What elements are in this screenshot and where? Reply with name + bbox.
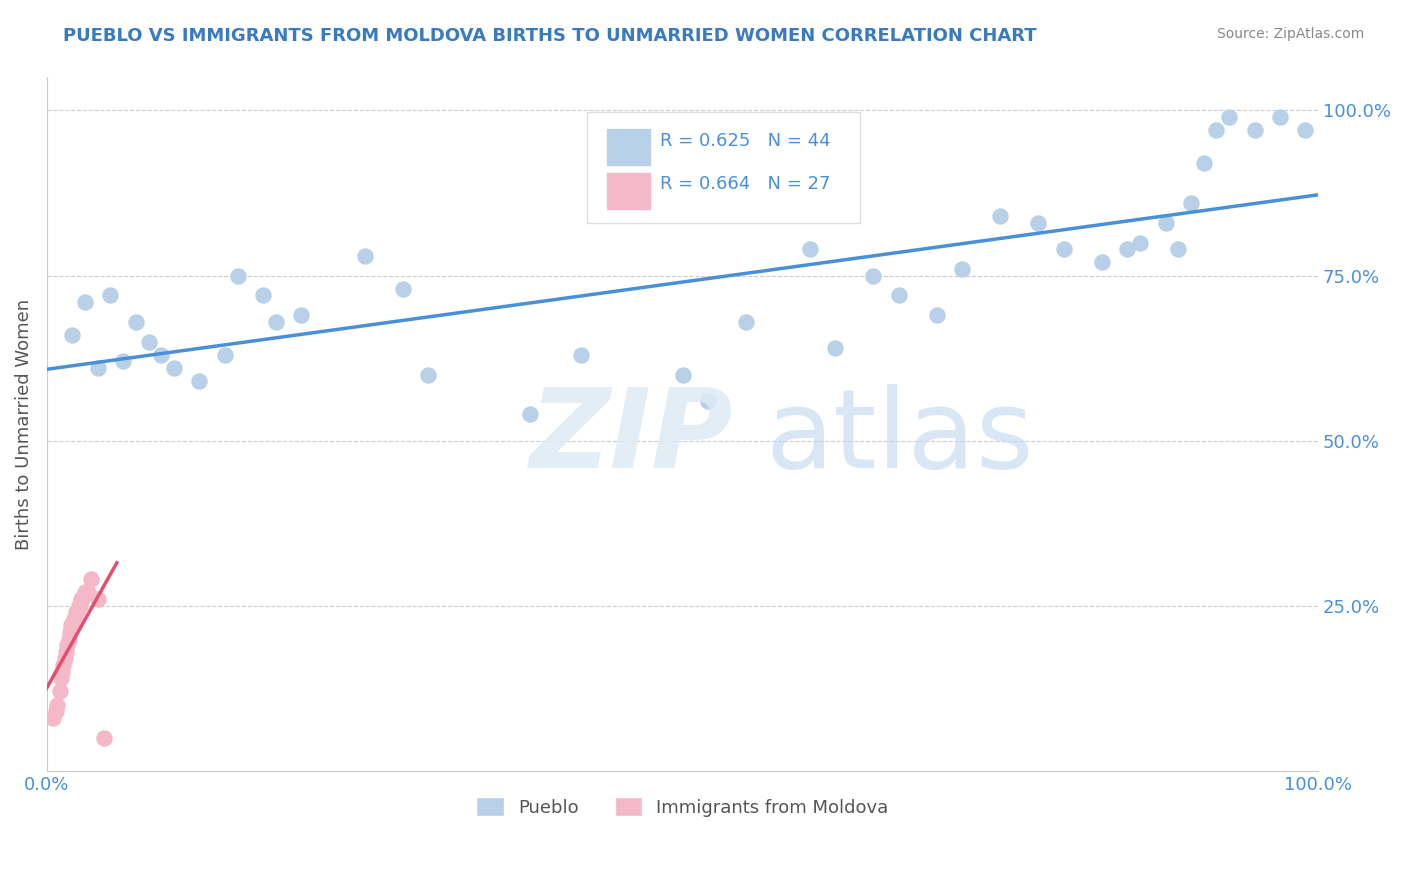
Point — [65, 605, 87, 619]
Point — [60, 618, 83, 632]
Text: R = 0.664   N = 27: R = 0.664 N = 27 — [659, 175, 830, 193]
FancyBboxPatch shape — [606, 128, 651, 166]
Point — [69, 599, 91, 613]
Legend: Pueblo, Immigrants from Moldova: Pueblo, Immigrants from Moldova — [470, 790, 896, 824]
Point — [51, 665, 73, 679]
Point — [1268, 110, 1291, 124]
Point — [150, 348, 173, 362]
Text: Source: ZipAtlas.com: Source: ZipAtlas.com — [1216, 27, 1364, 41]
Point — [55, 645, 77, 659]
Point — [671, 368, 693, 382]
Point — [925, 308, 948, 322]
Point — [1180, 195, 1202, 210]
Point — [887, 288, 910, 302]
Point — [76, 585, 98, 599]
Point — [988, 209, 1011, 223]
Point — [58, 632, 80, 646]
Point — [252, 288, 274, 302]
Point — [60, 327, 83, 342]
Text: R = 0.625   N = 44: R = 0.625 N = 44 — [659, 132, 831, 151]
Point — [73, 294, 96, 309]
Point — [53, 651, 76, 665]
Point — [45, 704, 67, 718]
Point — [46, 698, 69, 712]
Point — [1167, 242, 1189, 256]
Point — [93, 731, 115, 745]
Text: PUEBLO VS IMMIGRANTS FROM MOLDOVA BIRTHS TO UNMARRIED WOMEN CORRELATION CHART: PUEBLO VS IMMIGRANTS FROM MOLDOVA BIRTHS… — [63, 27, 1036, 45]
Point — [392, 282, 415, 296]
Point — [697, 394, 720, 409]
Point — [125, 315, 148, 329]
FancyBboxPatch shape — [606, 172, 651, 210]
Point — [73, 585, 96, 599]
Point — [87, 592, 110, 607]
Point — [70, 592, 93, 607]
FancyBboxPatch shape — [588, 112, 860, 223]
Point — [1154, 216, 1177, 230]
Point — [1192, 156, 1215, 170]
Point — [112, 354, 135, 368]
Point — [264, 315, 287, 329]
Point — [1243, 123, 1265, 137]
Point — [1028, 216, 1050, 230]
Point — [1294, 123, 1316, 137]
Text: atlas: atlas — [765, 384, 1033, 491]
Y-axis label: Births to Unmarried Women: Births to Unmarried Women — [15, 299, 32, 549]
Point — [138, 334, 160, 349]
Point — [214, 348, 236, 362]
Point — [1218, 110, 1240, 124]
Point — [188, 374, 211, 388]
Point — [80, 572, 103, 586]
Point — [950, 261, 973, 276]
Text: ZIP: ZIP — [530, 384, 734, 491]
Point — [163, 360, 186, 375]
Point — [62, 612, 84, 626]
Point — [100, 288, 122, 302]
Point — [42, 711, 65, 725]
Point — [862, 268, 884, 283]
Point — [1129, 235, 1152, 250]
Point — [353, 249, 375, 263]
Point — [799, 242, 821, 256]
Point — [735, 315, 758, 329]
Point — [1091, 255, 1114, 269]
Point — [418, 368, 440, 382]
Point — [52, 658, 75, 673]
Point — [63, 612, 86, 626]
Point — [66, 605, 89, 619]
Point — [49, 671, 72, 685]
Point — [67, 599, 90, 613]
Point — [824, 341, 846, 355]
Point — [56, 638, 79, 652]
Point — [290, 308, 312, 322]
Point — [59, 625, 82, 640]
Point — [1053, 242, 1076, 256]
Point — [1116, 242, 1139, 256]
Point — [1205, 123, 1227, 137]
Point — [87, 360, 110, 375]
Point — [72, 592, 94, 607]
Point — [226, 268, 249, 283]
Point — [48, 684, 70, 698]
Point — [519, 407, 541, 421]
Point — [60, 618, 83, 632]
Point — [569, 348, 592, 362]
